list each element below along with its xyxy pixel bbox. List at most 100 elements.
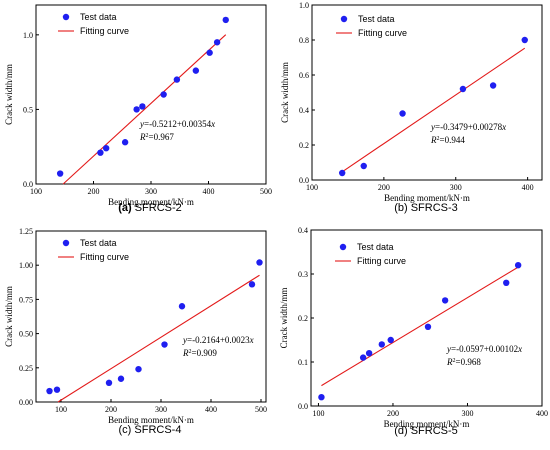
panel-caption: (b) SFRCS-3 — [394, 202, 458, 214]
x-tick-label: 100 — [312, 409, 324, 418]
r-squared-label: R2=0.944 — [430, 135, 465, 145]
y-tick-label: 1.0 — [23, 31, 33, 40]
x-tick-label: 200 — [387, 409, 399, 418]
y-tick-label: 0.0 — [23, 180, 33, 189]
y-tick-label: 0.4 — [299, 106, 309, 115]
data-point — [121, 139, 129, 146]
legend-marker-test-data — [62, 239, 70, 247]
data-point — [173, 76, 181, 83]
x-tick-label: 500 — [260, 187, 272, 196]
y-axis-label: Crack width/mm — [280, 62, 290, 123]
y-tick-label: 0.2 — [299, 141, 309, 150]
data-point — [222, 16, 229, 24]
y-tick-label: 0.0 — [299, 176, 309, 185]
r-squared-label: R2=0.968 — [446, 357, 481, 367]
x-tick-label: 100 — [30, 187, 42, 196]
panel-caption: (c) SFRCS-4 — [119, 424, 182, 436]
data-point — [359, 354, 367, 361]
data-point — [56, 170, 64, 177]
legend-label-fitting-curve: Fitting curve — [358, 28, 407, 38]
fitting-curve-line — [57, 274, 260, 403]
data-point — [459, 85, 467, 93]
panel-sfrcs-4: 100 200 300 400 500 0.00 0.25 0.50 0.75 1.00 1.25 B… — [4, 227, 267, 436]
y-tick-label: 0.25 — [19, 364, 33, 373]
data-point — [318, 394, 325, 401]
legend-label-test-data: Test data — [358, 14, 395, 24]
y-tick-label: 0.3 — [298, 270, 308, 279]
legend-marker-test-data — [62, 13, 70, 21]
x-tick-label: 300 — [155, 405, 167, 414]
legend: Test data Fitting curve — [58, 12, 129, 36]
x-tick-label: 400 — [522, 183, 534, 192]
y-tick-label: 0.5 — [23, 105, 33, 114]
data-point — [399, 110, 406, 117]
data-point — [117, 375, 125, 382]
panel-sfrcs-2: 100 200 300 400 500 0.0 0.5 1.0 Bending moment/k… — [4, 4, 272, 214]
y-tick-label: 1.00 — [19, 261, 33, 270]
legend: Test data Fitting curve — [58, 238, 129, 262]
plot-frame — [310, 229, 543, 407]
legend: Test data Fitting curve — [335, 242, 406, 266]
data-point — [192, 67, 200, 74]
x-tick-label: 300 — [450, 183, 462, 192]
x-tick-label: 400 — [205, 405, 217, 414]
legend-label-test-data: Test data — [357, 242, 394, 252]
y-tick-label: 0.4 — [298, 226, 308, 235]
data-point — [97, 149, 104, 156]
r-squared-label: R2=0.967 — [139, 132, 174, 142]
data-point — [135, 365, 142, 373]
data-point — [360, 162, 367, 170]
y-tick-label: 0.75 — [19, 295, 33, 304]
data-point — [424, 323, 432, 330]
data-point — [514, 262, 522, 269]
legend-label-test-data: Test data — [80, 238, 117, 248]
fit-equation: y=-0.2164+0.0023x — [182, 335, 254, 345]
data-point — [161, 341, 168, 348]
y-tick-label: 1.25 — [19, 227, 33, 236]
x-tick-label: 200 — [88, 187, 100, 196]
data-point — [105, 379, 113, 387]
x-tick-label: 300 — [461, 409, 473, 418]
data-point — [213, 39, 221, 46]
y-tick-label: 0.1 — [298, 358, 308, 367]
y-tick-label: 0.50 — [19, 330, 33, 339]
data-point — [248, 281, 256, 288]
x-axis-label: Bending moment/kN·m — [108, 197, 194, 207]
panel-sfrcs-5: 100 200 300 400 0.0 0.1 0.2 0.3 0.4 Bending momen… — [279, 226, 548, 437]
x-tick-label: 300 — [145, 187, 157, 196]
fit-equation: y=-0.0597+0.00102x — [446, 344, 522, 354]
data-point — [206, 49, 213, 56]
x-tick-label: 100 — [55, 405, 67, 414]
data-point — [503, 279, 510, 286]
plot-frame — [35, 4, 267, 185]
y-axis-label: Crack width/mm — [4, 64, 14, 125]
x-tick-label: 500 — [255, 405, 267, 414]
data-point — [378, 341, 385, 348]
plot-frame — [35, 230, 267, 403]
data-point — [102, 145, 110, 152]
data-point — [489, 82, 497, 89]
fit-equation: y=-0.3479+0.00278x — [430, 122, 506, 132]
y-tick-label: 0.0 — [298, 402, 308, 411]
data-point — [178, 303, 186, 310]
panel-caption: (d) SFRCS-5 — [394, 425, 458, 437]
data-point — [256, 259, 263, 266]
data-point — [46, 387, 53, 395]
x-tick-label: 200 — [378, 183, 390, 192]
y-tick-label: 0.6 — [299, 71, 309, 80]
legend-marker-test-data — [339, 243, 347, 251]
panel-sfrcs-3: 100 200 300 400 0.0 0.2 0.4 0.6 0.8 1.0 Bending mo… — [280, 1, 543, 214]
fitting-curve-line — [321, 266, 519, 387]
y-tick-label: 0.00 — [19, 398, 33, 407]
y-axis-label: Crack width/mm — [4, 286, 14, 347]
plot-frame — [311, 4, 543, 181]
data-point — [160, 91, 167, 98]
panel-caption: (a) SFRCS-2 — [118, 202, 182, 214]
fitting-curve-line — [340, 47, 526, 174]
fitting-curve-line — [62, 34, 227, 185]
legend-label-fitting-curve: Fitting curve — [80, 26, 129, 36]
data-point — [338, 169, 346, 177]
legend: Test data Fitting curve — [336, 14, 407, 38]
x-tick-label: 400 — [203, 187, 215, 196]
